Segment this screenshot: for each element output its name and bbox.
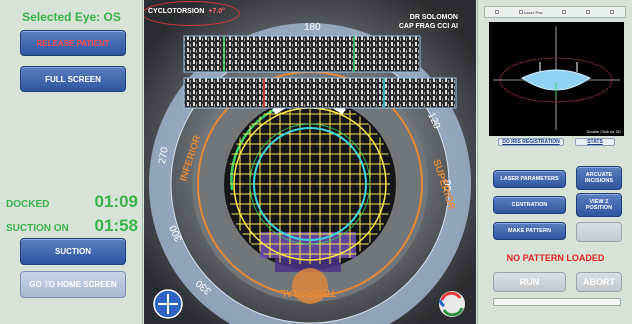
oct-boundary <box>499 57 613 103</box>
docked-label: DOCKED <box>6 199 50 210</box>
iris-strip-bottom <box>183 77 457 109</box>
suction-label: SUCTION <box>55 247 91 256</box>
view-option[interactable] <box>586 10 591 14</box>
case-info: DR SOLOMON CAP FRAG CCI AI <box>399 13 458 31</box>
degree-ring <box>149 23 471 324</box>
centration-button[interactable]: CENTRATION <box>493 196 566 214</box>
abort-button[interactable]: ABORT <box>576 272 622 292</box>
procedure-name: CAP FRAG CCI AI <box>398 23 458 30</box>
view-option[interactable] <box>494 10 500 14</box>
checkbox-icon <box>494 10 499 14</box>
run-label: RUN <box>519 276 540 287</box>
make-pattern-button[interactable]: MAKE PATTERN <box>493 222 566 240</box>
capsulotomy-outer <box>249 123 371 245</box>
oct-lens-shape <box>521 69 591 91</box>
cyclotorsion-label: CYCLOTORSION <box>148 8 205 15</box>
stats-label: STATS <box>587 139 603 145</box>
full-screen-button[interactable]: FULL SCREEN <box>20 66 126 92</box>
selected-eye-label: Selected Eye: OS <box>22 10 121 24</box>
progress-bar <box>493 298 621 306</box>
view-option[interactable] <box>562 10 567 14</box>
view-z-position-button[interactable]: VIEW Z POSITION <box>576 193 622 217</box>
suction-button[interactable]: SUCTION <box>20 238 126 265</box>
refresh-icon[interactable] <box>438 291 465 317</box>
checkbox-icon <box>562 10 567 14</box>
iris-registration-button[interactable]: DO IRIS REGISTRATION <box>498 138 564 146</box>
crosshair-icon[interactable] <box>153 289 183 319</box>
checkbox-icon <box>586 10 591 14</box>
ring-label-180: 180 <box>304 22 321 33</box>
go-home-label: GO TO HOME SCREEN <box>29 280 117 289</box>
laser-parameters-label: LASER PARAMETERS <box>500 175 559 182</box>
full-screen-label: FULL SCREEN <box>45 74 101 84</box>
ring-label-90: 90 <box>441 180 452 192</box>
view-option[interactable]: Laser Pwr <box>518 9 543 15</box>
right-control-panel: Laser Pwr Double Click for 3D DO IRIS RE… <box>477 0 632 324</box>
docked-timer: DOCKED 01:09 <box>6 192 138 212</box>
oct-note: Double Click for 3D <box>586 129 621 134</box>
make-pattern-label: MAKE PATTERN <box>508 227 551 234</box>
view-options-bar: Laser Pwr <box>484 6 626 18</box>
go-home-button[interactable]: GO TO HOME SCREEN <box>20 271 126 298</box>
laser-parameters-button[interactable]: LASER PARAMETERS <box>493 170 566 188</box>
stats-button[interactable]: STATS <box>575 138 615 146</box>
run-button[interactable]: RUN <box>493 272 566 292</box>
purple-zone-lower <box>275 258 341 272</box>
doctor-name: DR SOLOMON <box>409 14 458 21</box>
view-option-label: Laser Pwr <box>523 9 543 15</box>
abort-label: ABORT <box>583 276 615 287</box>
capsulotomy-circle <box>253 127 367 241</box>
suction-on-time: 01:58 <box>94 216 138 235</box>
release-patient-button[interactable]: RELEASE PATIENT <box>20 30 126 56</box>
suction-on-label: SUCTION ON <box>6 223 69 234</box>
surgical-camera-view[interactable]: 180 120 90 270 300 330 INFERIOR SUPERIOR… <box>144 0 476 324</box>
checkbox-icon <box>610 10 615 14</box>
view-z-position-label: VIEW Z POSITION <box>585 198 613 212</box>
docked-time: 01:09 <box>94 192 138 211</box>
arcuate-incisions-button[interactable]: ARCUATE INCISIONS <box>576 166 622 190</box>
cyclotorsion-readout: CYCLOTORSION +7.0° <box>148 8 225 15</box>
centration-label: CENTRATION <box>511 201 548 208</box>
iris-strip-top <box>183 35 421 73</box>
oct-plot <box>493 26 620 130</box>
suction-timer: SUCTION ON 01:58 <box>6 216 138 236</box>
ring-label-270: 270 <box>157 146 171 165</box>
eye-overlay: 180 120 90 270 300 330 INFERIOR SUPERIOR… <box>144 0 476 324</box>
view-option[interactable] <box>610 10 615 14</box>
checkbox-icon <box>518 10 523 14</box>
iris-registration-label: DO IRIS REGISTRATION <box>502 139 560 145</box>
disabled-blank-button[interactable] <box>576 222 622 242</box>
pattern-status: NO PATTERN LOADED <box>506 253 605 263</box>
temporal-marker <box>292 268 328 304</box>
left-control-panel: Selected Eye: OS RELEASE PATIENT FULL SC… <box>0 0 143 324</box>
release-patient-label: RELEASE PATIENT <box>36 38 110 48</box>
cyclotorsion-value: +7.0° <box>208 8 225 15</box>
cyclotorsion-highlight <box>144 1 240 26</box>
label-temporal: TEMPORAL <box>280 287 336 298</box>
arcuate-incisions-label: ARCUATE INCISIONS <box>584 171 614 185</box>
oct-cross-section-view[interactable]: Double Click for 3D <box>489 22 624 136</box>
